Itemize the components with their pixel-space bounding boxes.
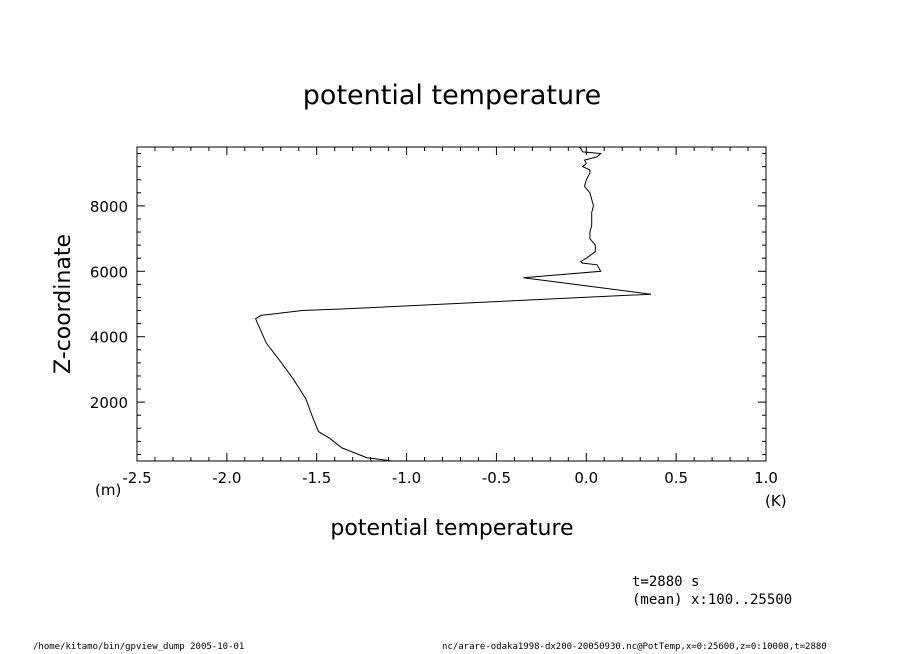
y-tick-labels: 2000 4000 6000 8000 — [90, 198, 128, 412]
series-line — [254, 146, 652, 462]
x-tick-label: -0.5 — [482, 469, 511, 487]
y-tick-label: 4000 — [90, 329, 128, 347]
footer-left: /home/kitamo/bin/gpview_dump 2005-10-01 — [33, 642, 245, 652]
y-tick-label: 6000 — [90, 263, 128, 281]
x-tick-label: -2.0 — [212, 469, 241, 487]
plot-frame — [136, 146, 767, 462]
x-unit-label: (K) — [765, 492, 787, 510]
chart-title: potential temperature — [303, 80, 601, 111]
y-unit-label: (m) — [95, 481, 121, 499]
mean-range-text: (mean) x:100..25500 — [632, 592, 793, 608]
x-tick-labels: -2.5 -2.0 -1.5 -1.0 -0.5 0.0 0.5 1.0 — [122, 469, 778, 487]
y-tick-label: 2000 — [90, 394, 128, 412]
x-tick-label: -2.5 — [122, 469, 151, 487]
x-tick-label: 0.5 — [664, 469, 688, 487]
x-tick-label: -1.5 — [302, 469, 331, 487]
x-axis-label: potential temperature — [330, 516, 573, 541]
time-text: t=2880 s — [632, 574, 700, 590]
y-tick-label: 8000 — [90, 198, 128, 216]
x-tick-label: 1.0 — [754, 469, 778, 487]
footer-right: nc/arare-odaka1998-dx200-20050930.nc@Pot… — [442, 642, 827, 652]
axis-ticks — [136, 147, 767, 461]
y-axis-label: Z-coordinate — [51, 234, 76, 374]
x-tick-label: -1.0 — [392, 469, 421, 487]
info-block: t=2880 s (mean) x:100..25500 — [632, 573, 792, 609]
x-tick-label: 0.0 — [574, 469, 598, 487]
